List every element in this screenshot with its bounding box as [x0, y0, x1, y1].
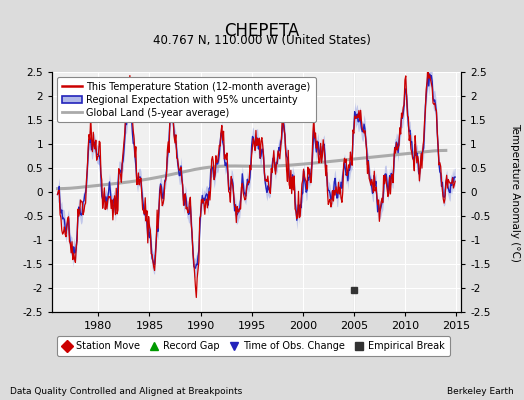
- Legend: Station Move, Record Gap, Time of Obs. Change, Empirical Break: Station Move, Record Gap, Time of Obs. C…: [57, 336, 450, 356]
- Text: Berkeley Earth: Berkeley Earth: [447, 387, 514, 396]
- Text: 40.767 N, 110.000 W (United States): 40.767 N, 110.000 W (United States): [153, 34, 371, 47]
- Y-axis label: Temperature Anomaly (°C): Temperature Anomaly (°C): [510, 122, 520, 262]
- Text: Data Quality Controlled and Aligned at Breakpoints: Data Quality Controlled and Aligned at B…: [10, 387, 243, 396]
- Text: CHEPETA: CHEPETA: [224, 22, 300, 40]
